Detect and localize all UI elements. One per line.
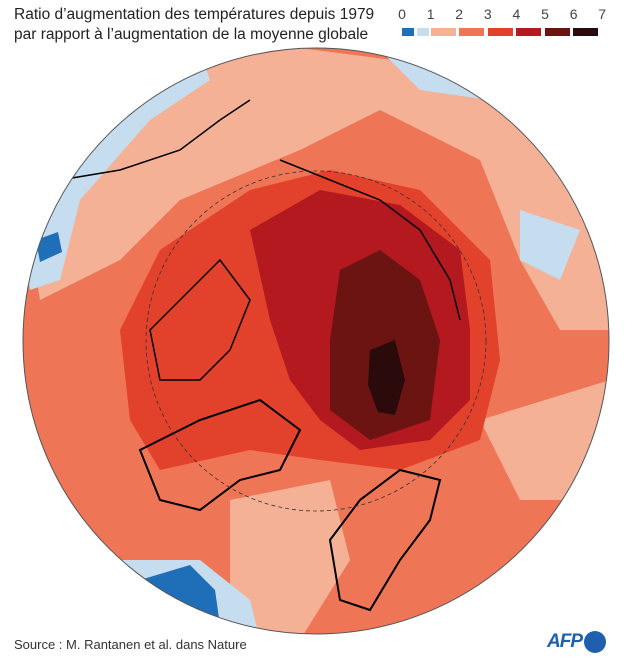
legend-swatch <box>545 28 570 36</box>
legend-tick-label: 6 <box>569 6 578 22</box>
map-border <box>22 47 610 635</box>
legend-swatch <box>431 28 456 36</box>
zone-2x-south <box>230 380 609 634</box>
legend-tick-label: 0 <box>398 6 406 22</box>
title-line-1: Ratio d’augmentation des températures de… <box>14 6 375 23</box>
map-title: Ratio d’augmentation des températures de… <box>14 5 374 45</box>
greenland-coastline <box>138 398 302 512</box>
legend-ticks: 0 1 2 3 4 5 6 7 <box>398 6 608 22</box>
legend-swatch <box>459 28 484 36</box>
legend-tick-label: 4 <box>512 6 521 22</box>
legend-swatch <box>402 28 414 36</box>
legend-tick-label: 5 <box>541 6 549 22</box>
zone-1x-nw <box>23 52 210 290</box>
afp-logo: AFP <box>547 631 606 653</box>
scandinavia-coastline <box>328 468 442 612</box>
zone-7x <box>368 340 405 415</box>
legend-swatch <box>516 28 541 36</box>
zone-0x-nw <box>36 232 62 262</box>
legend-tick-label: 7 <box>598 6 607 22</box>
legend-tick-label: 2 <box>455 6 464 22</box>
logo-circle-icon <box>584 631 606 653</box>
zone-2x-outer <box>23 48 609 330</box>
logo-text: AFP <box>547 631 583 652</box>
canada-archipelago-coastline <box>149 258 251 381</box>
legend-tick-label: 1 <box>426 6 435 22</box>
arctic-circle-line <box>145 170 487 512</box>
alaska-coastline <box>59 99 251 181</box>
legend-tick-label: 3 <box>483 6 492 22</box>
zone-1x-ne <box>380 50 580 280</box>
color-legend: 0 1 2 3 4 5 6 7 <box>398 6 608 36</box>
legend-swatch <box>573 28 598 36</box>
legend-swatch <box>488 28 513 36</box>
legend-swatch <box>417 28 429 36</box>
source-text: Source : M. Rantanen et al. dans Nature <box>14 637 247 652</box>
siberia-coastline <box>279 159 461 321</box>
title-line-2: par rapport à l’augmentation de la moyen… <box>14 26 369 43</box>
